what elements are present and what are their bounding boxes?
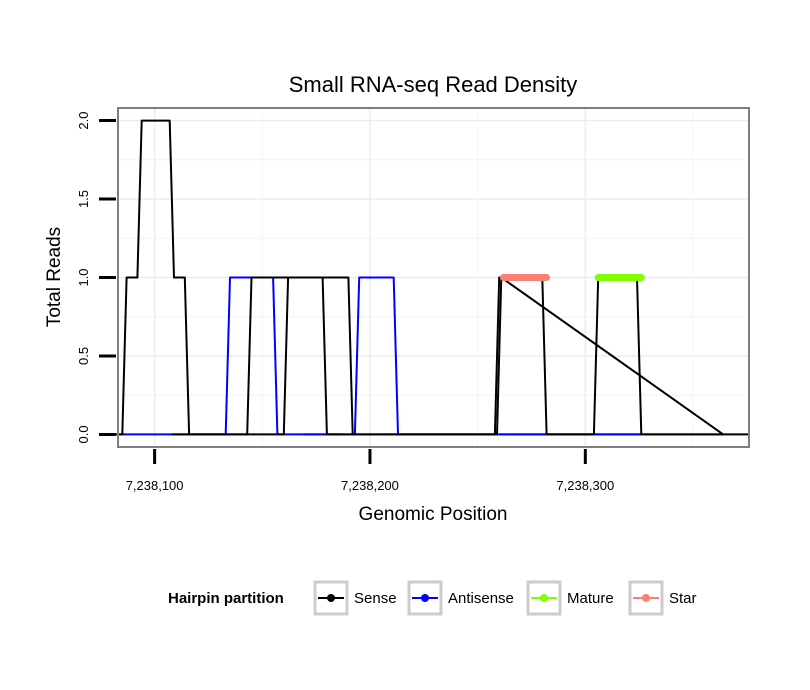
legend-entry-antisense: Antisense	[407, 580, 514, 616]
legend-entry-sense: Sense	[313, 580, 397, 616]
x-tick-label: 7,238,100	[126, 478, 184, 493]
chart-title: Small RNA-seq Read Density	[289, 72, 578, 97]
plot-border	[117, 107, 750, 448]
legend-label: Mature	[567, 590, 614, 607]
y-tick-label: 2.0	[76, 112, 91, 130]
legend-key-point	[327, 594, 335, 602]
x-tick-label: 7,238,300	[556, 478, 614, 493]
legend-key-point	[540, 594, 548, 602]
legend-title: Hairpin partition	[168, 590, 284, 607]
y-tick-label: 1.0	[76, 268, 91, 286]
x-axis: 7,238,100 7,238,200 7,238,300	[126, 449, 614, 493]
y-axis: 0.0 0.5 1.0 1.5 2.0	[76, 112, 116, 443]
legend-entry-star: Star	[628, 580, 697, 616]
legend-entries: Sense Antisense Mature Star	[313, 580, 697, 616]
x-tick-label: 7,238,200	[341, 478, 399, 493]
legend-label: Sense	[354, 590, 397, 607]
y-tick-label: 0.5	[76, 347, 91, 365]
legend-label: Star	[669, 590, 697, 607]
legend-entry-mature: Mature	[526, 580, 614, 616]
x-axis-title: Genomic Position	[359, 504, 508, 525]
y-axis-title: Total Reads	[44, 227, 65, 327]
y-tick-label: 0.0	[76, 425, 91, 443]
legend-label: Antisense	[448, 590, 514, 607]
legend-key-point	[642, 594, 650, 602]
legend-key-point	[421, 594, 429, 602]
y-tick-label: 1.5	[76, 190, 91, 208]
legend: Hairpin partition Sense Antisense Mature St…	[168, 580, 697, 616]
